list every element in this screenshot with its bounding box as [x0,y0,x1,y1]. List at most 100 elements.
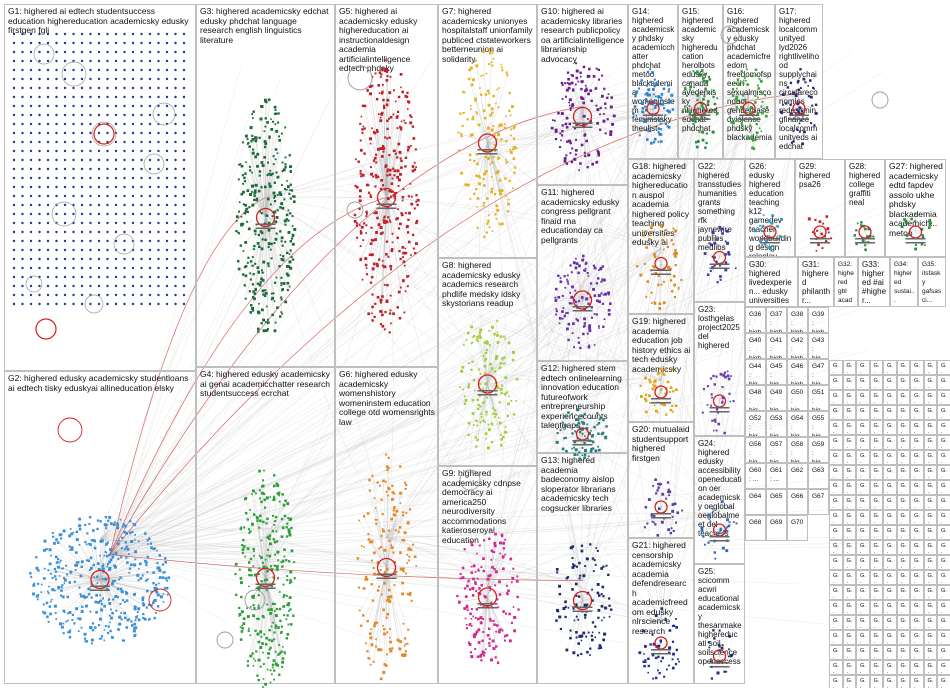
node [265,522,268,525]
node [249,193,252,196]
node [293,561,296,564]
edge [487,93,701,375]
node [123,239,126,243]
edge [369,490,387,568]
edge [109,554,379,563]
node [602,113,605,115]
edge [109,226,306,555]
node [386,494,389,497]
edge [99,564,132,580]
edge [109,68,705,555]
node [174,176,177,180]
node [472,577,475,581]
node [280,282,283,284]
node [274,614,277,617]
node [99,554,101,557]
node [111,580,115,583]
node [386,174,389,177]
node [508,91,511,94]
node [382,144,385,148]
node [484,421,486,423]
node [253,194,256,197]
node [563,82,566,84]
edge [362,132,387,198]
edge [386,197,662,381]
node [561,310,564,313]
edge [109,98,260,555]
node [356,236,359,239]
node [517,608,520,611]
edge [109,205,743,555]
edge [109,111,251,555]
edge [261,577,266,637]
node [119,602,122,605]
node [606,118,609,121]
node [60,533,63,536]
node [568,302,572,305]
edge [484,373,488,588]
node [269,542,272,546]
node [388,91,392,95]
node [501,357,504,360]
edge [660,93,701,624]
node [157,221,160,225]
highlight-ring [35,318,57,340]
edge [109,74,610,555]
node [373,551,376,555]
node [480,413,483,415]
node [485,413,488,416]
node [469,540,473,544]
edge [109,320,646,555]
edge [265,418,583,538]
node [162,571,165,574]
node [72,176,75,180]
edge [99,578,166,580]
node [602,325,605,328]
node [72,266,75,270]
node [74,569,77,571]
node [140,248,143,252]
node [575,76,579,80]
node [280,276,283,279]
node [602,278,606,282]
node [109,548,112,551]
node [595,160,599,164]
node [502,541,506,545]
node [182,275,186,279]
node [281,206,285,210]
node [137,540,140,543]
node [285,535,289,538]
node [57,541,60,544]
node [279,254,282,256]
node [369,636,373,640]
node [402,570,405,573]
node [569,142,572,145]
node [483,595,487,599]
node [373,262,376,266]
node [416,198,420,202]
node [487,156,491,160]
node [607,293,610,296]
node [485,410,488,414]
node [375,128,378,131]
node [255,492,257,495]
node [123,203,126,207]
node [283,198,286,201]
node [29,284,33,288]
node [81,605,84,608]
node [471,398,475,402]
node [401,581,404,585]
edge [109,351,851,555]
node [124,548,127,551]
node [238,613,242,616]
node [470,565,473,568]
edge [355,159,387,198]
node [384,480,387,483]
node [557,112,560,115]
node [381,264,384,267]
node [379,116,382,119]
node [251,309,255,312]
node [290,526,293,530]
node [152,582,155,585]
edge [386,554,408,568]
